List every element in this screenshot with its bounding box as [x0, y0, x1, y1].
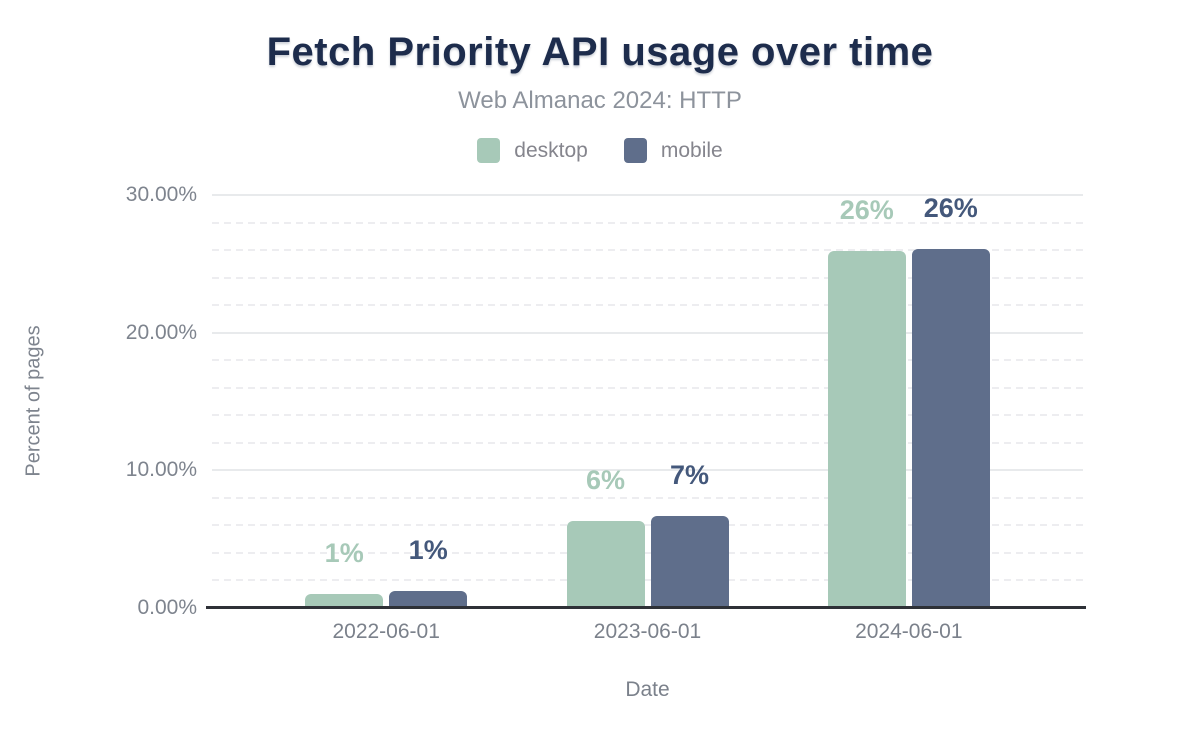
bar-mobile — [650, 515, 729, 608]
legend-item-mobile: mobile — [623, 138, 723, 163]
bar-value-label-desktop: 1% — [324, 538, 364, 569]
bar-mobile — [911, 248, 990, 608]
gridline-major — [212, 194, 1083, 196]
bar-value-label-mobile: 26% — [923, 192, 978, 223]
bar-value-label-desktop: 6% — [585, 465, 626, 496]
gridline-minor — [212, 304, 1083, 307]
plot-area: 1% 1% 6% 7% 26% 26% — [212, 192, 1083, 608]
legend-label-mobile: mobile — [660, 138, 723, 162]
y-tick-label: 0.00% — [137, 596, 197, 619]
bar-value-label-desktop: 26% — [839, 195, 894, 226]
legend-item-desktop: desktop — [477, 138, 588, 163]
gridline-minor — [212, 551, 1083, 554]
gridline-minor — [212, 579, 1083, 582]
legend-swatch-mobile — [623, 138, 647, 163]
bar-desktop — [305, 594, 384, 608]
x-tick-label: 2023-06-01 — [593, 620, 702, 643]
bar-value-label-mobile: 1% — [408, 535, 448, 566]
legend-label-desktop: desktop — [514, 138, 588, 162]
x-tick-label: 2024-06-01 — [855, 620, 963, 643]
gridline-major — [212, 331, 1083, 334]
y-tick-label: 10.00% — [125, 458, 197, 482]
x-axis-title: Date — [625, 678, 670, 701]
gridline-minor — [212, 249, 1083, 252]
y-axis-title-text: Percent of pages — [22, 325, 45, 477]
chart-subtitle: Web Almanac 2024: HTTP — [458, 87, 742, 114]
gridline-major — [212, 469, 1083, 472]
gridline-minor — [212, 524, 1083, 527]
gridline-minor — [212, 359, 1083, 362]
chart-title: Fetch Priority API usage over time — [266, 30, 934, 74]
gridline-minor — [212, 441, 1083, 444]
legend-swatch-desktop — [477, 138, 501, 163]
x-axis-line — [206, 606, 1086, 609]
x-tick-label: 2022-06-01 — [332, 620, 440, 643]
gridline-minor — [212, 414, 1083, 417]
bar-value-label-mobile: 7% — [669, 459, 710, 490]
bar-desktop — [566, 521, 645, 608]
gridline-minor — [212, 496, 1083, 499]
bar-mobile — [389, 591, 468, 608]
legend: desktop mobile — [0, 138, 1200, 163]
gridline-minor — [212, 386, 1083, 389]
gridline-minor — [212, 276, 1083, 279]
y-tick-label: 20.00% — [125, 320, 197, 344]
bar-desktop — [827, 251, 906, 608]
y-tick-label: 30.00% — [125, 183, 197, 206]
gridline-minor — [212, 221, 1083, 224]
